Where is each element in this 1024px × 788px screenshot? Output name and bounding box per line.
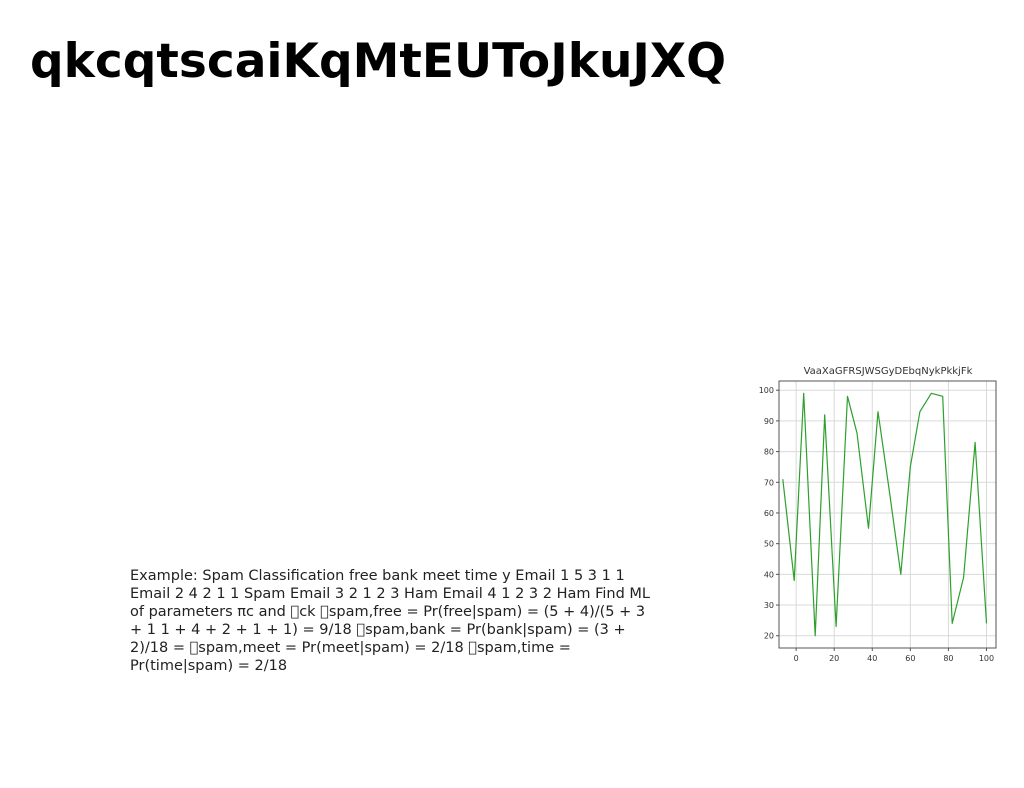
- y-tick-label: 60: [764, 509, 774, 518]
- y-tick-label: 40: [764, 570, 774, 579]
- x-tick-label: 20: [829, 654, 839, 663]
- chart-ticks: 0 20 40 60 80 100 20 30 40 50 60 70 80 90 100: [759, 386, 994, 663]
- chart-title: VaaXaGFRSJWSGyDEbqNykPkkjFk: [804, 366, 973, 377]
- x-tick-label: 100: [979, 654, 994, 663]
- chart-grid: [779, 381, 996, 648]
- y-tick-label: 70: [764, 478, 774, 487]
- y-tick-label: 50: [764, 540, 774, 549]
- y-tick-label: 100: [759, 386, 774, 395]
- y-tick-label: 20: [764, 632, 774, 641]
- x-tick-label: 0: [794, 654, 799, 663]
- x-tick-label: 60: [905, 654, 915, 663]
- x-tick-label: 80: [943, 654, 953, 663]
- line-chart: VaaXaGFRSJWSGyDEbqNykPkkjFk 0 20 40 60 80 100…: [752, 360, 1002, 672]
- slide-body-text: Example: Spam Classification free bank m…: [130, 568, 651, 674]
- slide-title: qkcqtscaiKqMtEUToJkuJXQ: [30, 34, 727, 89]
- x-tick-label: 40: [867, 654, 877, 663]
- chart-series-layer: [782, 392, 988, 637]
- y-tick-label: 80: [764, 448, 774, 457]
- series-line: [782, 392, 988, 637]
- y-tick-label: 30: [764, 601, 774, 610]
- chart-axes-frame: [778, 380, 997, 649]
- line-chart-svg: VaaXaGFRSJWSGyDEbqNykPkkjFk 0 20 40 60 80 100…: [759, 366, 997, 663]
- y-tick-label: 90: [764, 417, 774, 426]
